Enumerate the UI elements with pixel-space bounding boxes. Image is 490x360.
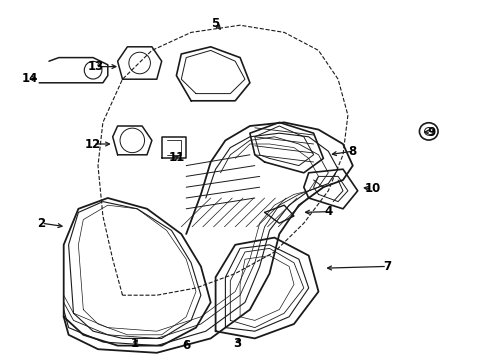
Text: 5: 5: [212, 17, 220, 30]
Text: 12: 12: [85, 138, 101, 150]
Text: 9: 9: [427, 126, 435, 139]
Text: 3: 3: [234, 337, 242, 350]
Text: 8: 8: [349, 145, 357, 158]
Text: 14: 14: [21, 72, 38, 85]
Text: 4: 4: [324, 205, 332, 218]
Text: 13: 13: [87, 60, 104, 73]
Text: 10: 10: [364, 183, 381, 195]
Text: 7: 7: [383, 260, 391, 273]
Text: 6: 6: [182, 339, 190, 352]
Text: 1: 1: [131, 337, 139, 350]
Text: 11: 11: [168, 151, 185, 164]
Text: 2: 2: [38, 217, 46, 230]
